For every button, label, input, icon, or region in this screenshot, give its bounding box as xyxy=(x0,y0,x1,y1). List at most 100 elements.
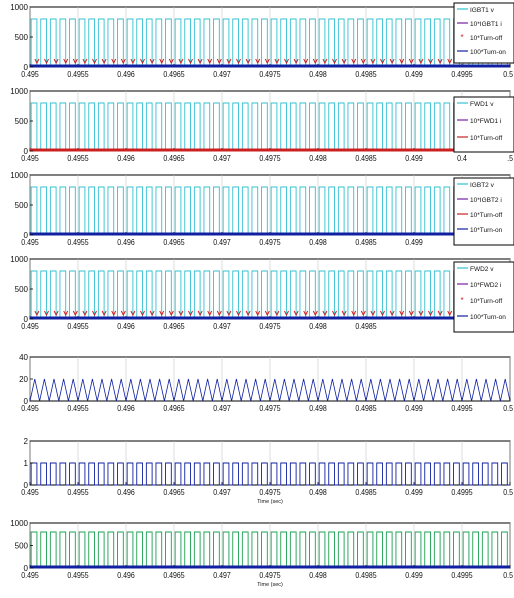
x-tick-label: 0.4955 xyxy=(67,487,88,497)
turn-off-marker xyxy=(264,310,270,317)
turn-off-marker xyxy=(72,58,78,65)
turn-off-marker xyxy=(188,58,193,65)
turn-off-marker xyxy=(341,58,347,65)
y-tick-label: 1000 xyxy=(10,3,28,12)
x-tick-label: 0.5 xyxy=(503,403,513,413)
turn-off-marker xyxy=(380,58,385,65)
legend-box xyxy=(453,261,514,333)
turn-off-marker xyxy=(418,58,424,65)
legend-entry: 10*Turn-off xyxy=(470,135,502,142)
turn-off-marker xyxy=(159,58,165,65)
turn-off-marker xyxy=(293,58,299,65)
x-tick-label: 0.498 xyxy=(309,570,326,580)
y-tick-label: 0 xyxy=(24,315,29,324)
turn-off-marker xyxy=(380,310,385,317)
subplot-3: 0 500 1000 0.495 0.4955 0.496 0.4965 0.497 0.497… xyxy=(10,171,514,247)
x-tick-label: 0.4955 xyxy=(67,69,88,79)
turn-off-marker xyxy=(389,310,395,317)
turn-off-marker xyxy=(72,310,78,317)
turn-off-marker xyxy=(140,310,145,317)
x-tick-label: 0.497 xyxy=(213,153,230,163)
series-1 xyxy=(29,378,511,402)
x-tick-label: 0.495 xyxy=(21,487,38,497)
x-tick-label: 0.496 xyxy=(117,69,134,79)
x-tick-label: 0.498 xyxy=(309,487,326,497)
x-tick-label: 0.4985 xyxy=(355,153,376,163)
y-tick-label: 500 xyxy=(15,201,29,210)
turn-off-marker xyxy=(92,58,97,65)
turn-off-marker xyxy=(332,310,337,317)
y-tick-label: 500 xyxy=(15,117,29,126)
turn-off-marker xyxy=(341,310,347,317)
x-tick-label: 0.497 xyxy=(213,69,230,79)
turn-off-marker xyxy=(168,310,174,317)
turn-off-marker xyxy=(245,58,251,65)
subplot-6: 0 1 2 0.495 0.4955 0.496 0.4965 0.497 0.4975 0.49… xyxy=(21,437,513,505)
x-tick-label: 0.497 xyxy=(213,570,230,580)
x-axis-label: Time (sec) xyxy=(257,582,283,588)
turn-off-marker xyxy=(207,310,213,317)
x-tick-label: 0.498 xyxy=(309,237,326,247)
turn-off-marker xyxy=(130,310,136,317)
x-tick-label: 0.499 xyxy=(405,403,422,413)
turn-off-marker xyxy=(351,310,357,317)
turn-off-marker xyxy=(408,310,414,317)
legend-box xyxy=(453,96,514,153)
x-tick-label: 0.4955 xyxy=(67,403,88,413)
legend-entry: 10*Turn-off xyxy=(470,212,502,219)
legend-entry: IGBT2 v xyxy=(470,182,495,189)
x-tick-label: 0.4985 xyxy=(355,237,376,247)
y-tick-label: 40 xyxy=(19,353,28,362)
x-tick-label: 0.4995 xyxy=(451,487,472,497)
x-tick-label: 0.4975 xyxy=(259,321,280,331)
y-tick-label: 20 xyxy=(19,375,28,384)
turn-off-marker xyxy=(351,58,357,65)
turn-off-marker xyxy=(293,310,299,317)
x-axis-label: Time (sec) xyxy=(257,499,283,505)
turn-off-marker xyxy=(236,58,241,65)
turn-off-marker xyxy=(360,58,366,65)
turn-off-marker xyxy=(140,58,145,65)
x-tick-label: 0.4965 xyxy=(163,237,184,247)
y-tick-label: 1000 xyxy=(10,87,28,96)
x-tick-label: 0.4975 xyxy=(259,570,280,580)
x-tick-label: 0.496 xyxy=(117,153,134,163)
turn-off-marker xyxy=(34,310,40,317)
x-tick-label: 0.4985 xyxy=(355,69,376,79)
turn-off-marker xyxy=(312,310,318,317)
turn-off-marker xyxy=(447,310,453,317)
turn-off-marker xyxy=(82,58,88,65)
legend-entry: FWD1 v xyxy=(470,101,494,108)
x-tick-label: 0.4955 xyxy=(67,570,88,580)
turn-off-marker xyxy=(101,58,107,65)
y-tick-label: 500 xyxy=(15,542,29,551)
turn-off-marker xyxy=(370,310,376,317)
x-tick-label: 0.496 xyxy=(117,321,134,331)
turn-off-marker xyxy=(437,310,443,317)
y-tick-label: 500 xyxy=(15,33,29,42)
turn-off-marker xyxy=(428,58,433,65)
legend-marker: * xyxy=(460,33,463,42)
legend-entry: 10*IGBT1 i xyxy=(470,21,502,28)
x-tick-label: 0.496 xyxy=(117,403,134,413)
x-tick-label: 0.4975 xyxy=(259,237,280,247)
x-tick-label: 0.4985 xyxy=(355,403,376,413)
legend: FWD2 v 10*FWD2 i * 10*Turn-off 100*Turn-on xyxy=(453,261,514,333)
x-tick-label: .5 xyxy=(507,153,513,163)
turn-off-marker xyxy=(399,310,405,317)
x-tick-label: 0.4965 xyxy=(163,487,184,497)
turn-off-marker xyxy=(178,58,184,65)
x-tick-label: 0.496 xyxy=(117,487,134,497)
y-tick-label: 1000 xyxy=(10,171,28,180)
x-tick-label: 0.4975 xyxy=(259,487,280,497)
x-tick-label: 0.498 xyxy=(309,321,326,331)
turn-off-marker xyxy=(226,58,232,65)
y-tick-label: 1000 xyxy=(10,255,28,264)
x-tick-label: 0.4 xyxy=(457,153,467,163)
turn-off-marker xyxy=(370,58,376,65)
subplot-7: 0 500 1000 0.495 0.4955 0.496 0.4965 0.497 0.497… xyxy=(10,519,513,588)
x-tick-label: 0.4995 xyxy=(451,69,472,79)
x-tick-label: 0.497 xyxy=(213,237,230,247)
subplot-2: 0 500 1000 0.495 0.4955 0.496 0.4965 0.497 0.497… xyxy=(10,87,514,163)
